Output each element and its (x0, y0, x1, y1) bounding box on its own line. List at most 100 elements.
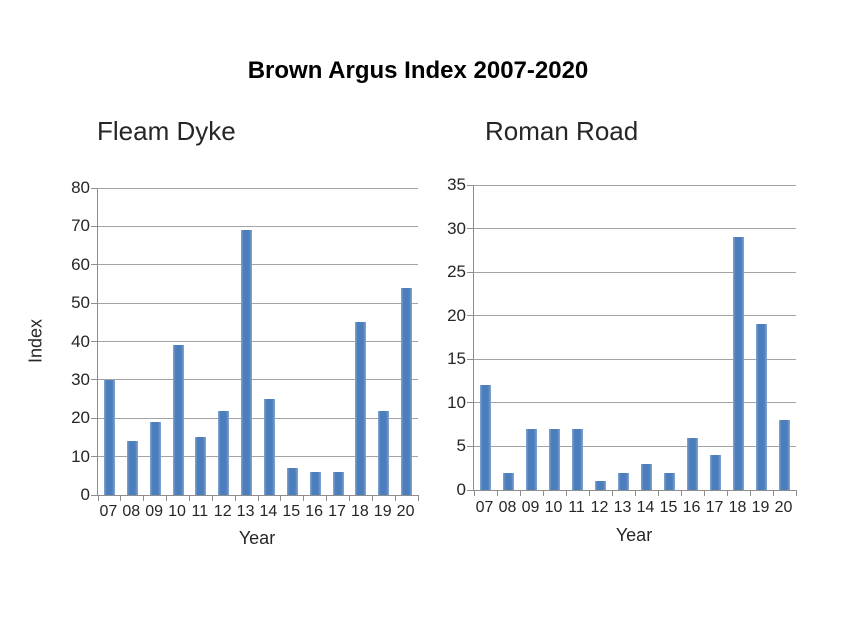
x-tick-label: 08 (498, 499, 517, 516)
gridline (98, 379, 418, 381)
bar-12 (218, 410, 230, 495)
x-tick-label: 11 (191, 503, 209, 520)
x-tick-mark (280, 495, 282, 501)
x-tick-label: 13 (613, 499, 632, 516)
bar-14 (641, 463, 652, 490)
x-tick-mark (371, 495, 373, 501)
x-tick-label: 20 (396, 503, 415, 520)
x-tick-mark (657, 490, 659, 496)
x-tick-mark (542, 490, 544, 496)
bar-10 (549, 429, 560, 490)
gridline (474, 445, 796, 447)
x-tick-mark (166, 495, 168, 501)
x-tick-mark (326, 495, 328, 501)
y-tick-label: 50 (71, 293, 90, 313)
bar-17 (710, 455, 721, 490)
x-tick-mark (565, 490, 567, 496)
y-tick-mark (467, 184, 474, 186)
bar-08 (126, 441, 138, 495)
x-tick-mark (303, 495, 305, 501)
bar-09 (149, 422, 161, 495)
x-tick-label: 13 (236, 503, 255, 520)
bar-15 (664, 472, 675, 490)
gridline (98, 302, 418, 304)
y-tick-label: 80 (71, 178, 90, 197)
y-tick-mark (91, 225, 98, 227)
x-tick-label: 07 (475, 499, 494, 516)
gridline (474, 358, 796, 360)
bar-13 (241, 230, 253, 495)
gridline (474, 315, 796, 317)
x-tick-mark (211, 495, 213, 501)
y-tick-label: 10 (447, 392, 466, 412)
y-tick-label: 15 (447, 349, 466, 369)
gridline (98, 456, 418, 458)
x-tick-label: 14 (259, 503, 278, 520)
x-tick-label: 17 (328, 503, 346, 520)
bar-16 (309, 471, 321, 495)
x-tick-label: 19 (373, 503, 392, 520)
page-title: Brown Argus Index 2007-2020 (247, 57, 589, 84)
y-tick-mark (91, 494, 98, 496)
bar-13 (618, 472, 629, 490)
x-axis-tick-labels: 07 08 09 10 11 12 13 14 15 16 17 18 19 20 (97, 502, 417, 522)
y-tick-label: 60 (71, 254, 90, 274)
y-tick-label: 35 (447, 175, 466, 194)
bar-12 (595, 481, 606, 490)
y-axis-tick-labels: 0 5 10 15 20 25 30 35 (418, 176, 466, 499)
x-axis-tick-labels: 07 08 09 10 11 12 13 14 15 16 17 18 19 20 (473, 498, 795, 518)
bar-19 (378, 410, 390, 495)
bar-18 (733, 237, 744, 490)
x-tick-label: 12 (213, 503, 232, 520)
y-tick-mark (467, 228, 474, 230)
x-tick-mark (234, 495, 236, 501)
x-tick-label: 14 (636, 499, 655, 516)
y-tick-label: 30 (71, 369, 90, 389)
x-tick-label: 09 (521, 499, 540, 516)
bar-17 (332, 471, 344, 495)
bar-10 (172, 345, 184, 495)
y-tick-label: 0 (80, 485, 90, 504)
y-axis-tick-labels: 0 10 20 30 40 50 60 70 80 (42, 179, 90, 504)
x-tick-label: 12 (590, 499, 609, 516)
y-tick-mark (467, 315, 474, 317)
bar-15 (286, 468, 298, 495)
gridline (474, 271, 796, 273)
plot-area (467, 184, 797, 496)
x-tick-mark (519, 490, 521, 496)
bar-09 (526, 429, 537, 490)
y-tick-mark (91, 264, 98, 266)
y-tick-mark (91, 341, 98, 342)
y-tick-mark (467, 402, 474, 404)
gridline (474, 184, 796, 186)
y-tick-mark (91, 456, 98, 458)
x-tick-mark (348, 495, 350, 501)
bar-20 (401, 287, 413, 495)
x-tick-mark (188, 495, 190, 501)
y-tick-label: 70 (71, 216, 90, 236)
gridline (474, 228, 796, 230)
x-tick-label: 17 (705, 499, 724, 516)
x-tick-mark (97, 495, 99, 501)
bar-08 (503, 472, 514, 490)
x-tick-label: 10 (544, 499, 563, 516)
y-tick-label: 30 (447, 218, 466, 238)
x-tick-label: 11 (568, 499, 585, 516)
x-tick-mark (120, 495, 122, 501)
x-tick-mark (749, 490, 751, 496)
y-tick-label: 5 (456, 436, 466, 456)
x-tick-label: 15 (282, 503, 301, 520)
x-tick-mark (394, 495, 396, 501)
bar-11 (572, 429, 583, 490)
x-tick-label: 18 (350, 503, 369, 520)
y-tick-mark (467, 489, 474, 491)
x-tick-label: 09 (145, 503, 164, 520)
bar-19 (756, 324, 767, 490)
gridline (98, 225, 418, 227)
x-tick-label: 16 (682, 499, 701, 516)
x-tick-mark (772, 490, 774, 496)
bar-16 (687, 437, 698, 490)
y-tick-label: 40 (71, 331, 90, 351)
bar-11 (195, 437, 207, 495)
